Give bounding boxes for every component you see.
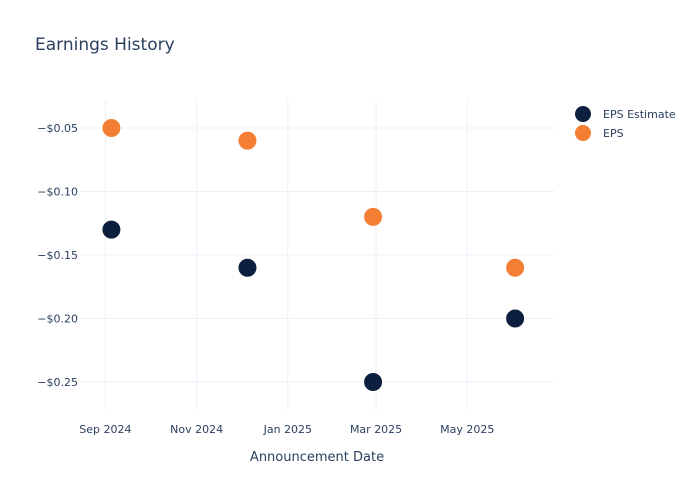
eps-estimate-point[interactable] [505,308,526,329]
y-tick-label: −$0.25 [37,376,78,389]
y-tick-label: −$0.15 [37,249,78,262]
y-axis-ticks: −$0.05 −$0.10 −$0.15 −$0.20 −$0.25 [37,122,78,389]
data-points [101,117,526,393]
legend-marker-eps-estimate[interactable] [575,106,591,122]
eps-point[interactable] [363,206,384,227]
legend: EPS Estimate EPS [575,106,676,141]
eps-estimate-point[interactable] [363,372,384,393]
legend-label-eps-estimate[interactable]: EPS Estimate [603,108,676,121]
grid-lines [80,100,554,410]
x-tick-label: Nov 2024 [170,423,223,436]
y-tick-label: −$0.10 [37,185,78,198]
legend-label-eps[interactable]: EPS [603,127,624,140]
y-tick-label: −$0.05 [37,122,78,135]
eps-estimate-point[interactable] [237,257,258,278]
eps-point[interactable] [101,117,122,138]
x-tick-label: Jan 2025 [263,423,312,436]
x-tick-label: Sep 2024 [79,423,131,436]
y-tick-label: −$0.20 [37,313,78,326]
eps-point[interactable] [505,257,526,278]
x-tick-label: Mar 2025 [350,423,402,436]
x-axis-ticks: Sep 2024 Nov 2024 Jan 2025 Mar 2025 May 2025 [79,423,494,436]
x-tick-label: May 2025 [440,423,494,436]
eps-point[interactable] [237,130,258,151]
x-axis-label: Announcement Date [250,450,384,465]
eps-estimate-point[interactable] [101,219,122,240]
legend-marker-eps[interactable] [575,125,591,141]
chart-title: Earnings History [35,35,175,55]
